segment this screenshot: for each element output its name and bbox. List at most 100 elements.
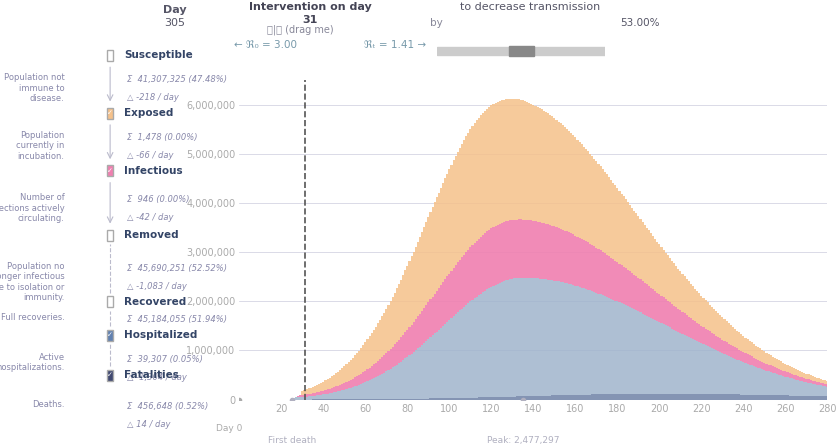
Bar (639, 313, 642, 400)
Bar (807, 383, 810, 400)
Bar (759, 349, 761, 361)
Bar (759, 369, 761, 400)
Bar (612, 259, 614, 300)
Bar (471, 300, 474, 400)
Bar (522, 278, 524, 400)
Text: 305: 305 (165, 18, 186, 28)
Bar (822, 383, 824, 386)
Bar (534, 278, 537, 400)
Bar (436, 332, 438, 400)
Bar (549, 225, 551, 280)
Bar (396, 399, 398, 400)
Bar (526, 220, 528, 278)
Bar (386, 309, 387, 353)
Bar (617, 301, 618, 400)
Bar (669, 302, 671, 327)
Bar (474, 123, 475, 243)
FancyBboxPatch shape (108, 230, 113, 241)
Bar (671, 304, 673, 329)
Bar (429, 212, 432, 300)
Text: Recovered: Recovered (124, 297, 186, 307)
Bar (667, 255, 669, 301)
Bar (478, 118, 480, 239)
Bar (675, 307, 677, 331)
Bar (806, 373, 807, 379)
Bar (307, 388, 310, 394)
Bar (583, 147, 585, 240)
Bar (627, 202, 629, 270)
Bar (509, 46, 534, 56)
Bar (659, 244, 660, 294)
Bar (379, 399, 381, 400)
Bar (400, 399, 402, 400)
Bar (751, 365, 753, 400)
Bar (774, 358, 776, 367)
Bar (339, 391, 341, 400)
Bar (753, 395, 755, 400)
Bar (769, 372, 772, 400)
Bar (379, 320, 381, 359)
Bar (333, 375, 335, 387)
Bar (402, 275, 404, 335)
Bar (421, 399, 423, 400)
Bar (306, 394, 307, 396)
Bar (793, 375, 795, 379)
Bar (612, 182, 614, 259)
Bar (797, 396, 799, 400)
Bar (454, 398, 457, 400)
Bar (404, 399, 407, 400)
Bar (366, 381, 369, 400)
Bar (685, 336, 688, 400)
Bar (407, 399, 408, 400)
Bar (337, 391, 339, 400)
Bar (568, 131, 570, 232)
Bar (333, 392, 335, 400)
Bar (484, 291, 486, 400)
Bar (400, 280, 402, 337)
Bar (440, 188, 442, 285)
Bar (345, 389, 348, 400)
Text: Active
hospitalizations.: Active hospitalizations. (0, 353, 65, 373)
Bar (663, 250, 664, 297)
Bar (387, 370, 390, 400)
Text: Day 0: Day 0 (216, 424, 242, 433)
Bar (331, 388, 333, 392)
Bar (354, 377, 356, 386)
Bar (576, 140, 579, 237)
Bar (614, 185, 617, 261)
Bar (650, 394, 652, 400)
Bar (652, 289, 654, 319)
Bar (690, 338, 692, 400)
Bar (365, 371, 366, 382)
Bar (520, 278, 522, 400)
Bar (694, 321, 696, 340)
Bar (499, 224, 501, 283)
Bar (635, 394, 638, 400)
Bar (597, 164, 600, 249)
Bar (810, 375, 811, 380)
Bar (474, 243, 475, 298)
Bar (547, 113, 549, 224)
Bar (601, 169, 604, 252)
Bar (807, 396, 810, 400)
Bar (381, 316, 383, 357)
Text: Infectious: Infectious (124, 166, 183, 176)
Bar (671, 394, 673, 400)
Bar (575, 285, 576, 400)
Bar (423, 308, 425, 343)
Bar (554, 226, 555, 281)
Bar (684, 335, 685, 400)
Bar (717, 337, 719, 351)
FancyBboxPatch shape (108, 107, 113, 119)
Bar (328, 378, 331, 388)
Bar (642, 222, 643, 281)
Bar (450, 398, 453, 400)
Text: △ -1,083 / day: △ -1,083 / day (127, 282, 186, 291)
Bar (533, 278, 534, 400)
Bar (429, 300, 432, 337)
Bar (381, 399, 383, 400)
Bar (407, 266, 408, 330)
Bar (537, 396, 538, 400)
Bar (591, 156, 593, 245)
Bar (528, 103, 530, 220)
